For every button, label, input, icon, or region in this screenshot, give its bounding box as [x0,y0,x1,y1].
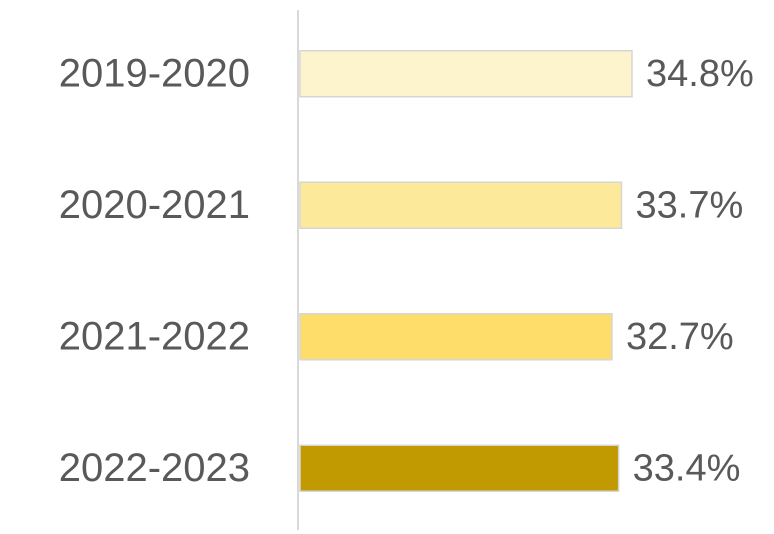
bar [299,181,623,229]
data-label: 33.7% [636,184,744,226]
bar [299,444,620,492]
y-tick-label: 2022-2023 [59,446,250,490]
data-label: 34.8% [646,53,754,95]
y-tick-label: 2019-2020 [59,51,250,95]
bar [299,313,613,361]
y-tick-label: 2021-2022 [59,314,250,358]
data-label: 33.4% [633,447,741,489]
data-label: 32.7% [626,316,734,358]
bar [299,50,633,98]
y-tick-label: 2020-2021 [59,183,250,227]
